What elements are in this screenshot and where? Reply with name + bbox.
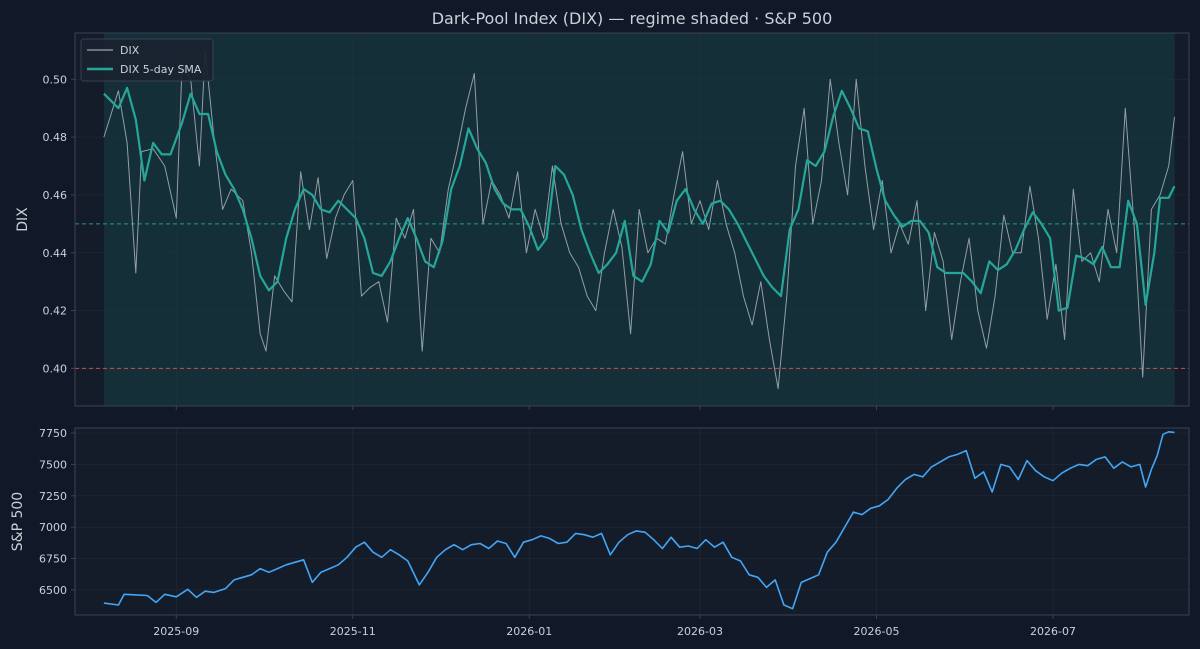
y-tick-label: 7500 (39, 458, 67, 471)
series-line-spx (103, 431, 1175, 610)
legend-label: DIX (120, 44, 140, 57)
y-tick-label: 7000 (39, 521, 67, 534)
x-tick-label: 2026-03 (677, 625, 723, 638)
y-axis-label: DIX (15, 207, 31, 232)
legend-box (80, 38, 214, 82)
y-tick-label: 0.40 (43, 362, 68, 375)
y-tick-label: 7250 (39, 490, 67, 503)
spx-panel: 6500 6750 7000 7250 7500 7750 2025-09 2025-11 20… (10, 427, 1190, 638)
chart-title: Dark-Pool Index (DIX) — regime shaded · … (432, 9, 833, 28)
y-tick-label: 0.42 (43, 305, 68, 318)
series-line-dix-5-day-sma (103, 86, 1176, 312)
x-tick-label: 2026-05 (854, 625, 900, 638)
y-axis-label: S&P 500 (10, 492, 26, 551)
legend: DIX DIX 5-day SMA (80, 38, 214, 82)
regime-shade (103, 33, 1175, 406)
legend-label: DIX 5-day SMA (120, 63, 202, 76)
dix-panel: 0.40 0.42 0.44 0.46 0.48 0.50 DIX DIX DIX 5-day … (15, 32, 1190, 410)
x-tick-label: 2025-09 (153, 625, 199, 638)
y-tick-label: 0.46 (43, 189, 68, 202)
y-tick-label: 0.50 (43, 73, 68, 86)
plot-frame (74, 427, 1190, 616)
x-tick-label: 2025-11 (330, 625, 376, 638)
x-tick-label: 2026-07 (1030, 625, 1076, 638)
y-tick-label: 0.48 (43, 131, 68, 144)
y-tick-label: 6500 (39, 584, 67, 597)
plot-area (75, 428, 1189, 615)
series-line-dix (103, 49, 1175, 390)
y-tick-label: 6750 (39, 553, 67, 566)
plot-frame (74, 32, 1190, 407)
y-tick-label: 0.44 (43, 247, 68, 260)
x-tick-label: 2026-01 (506, 625, 552, 638)
y-tick-label: 7750 (39, 427, 67, 440)
